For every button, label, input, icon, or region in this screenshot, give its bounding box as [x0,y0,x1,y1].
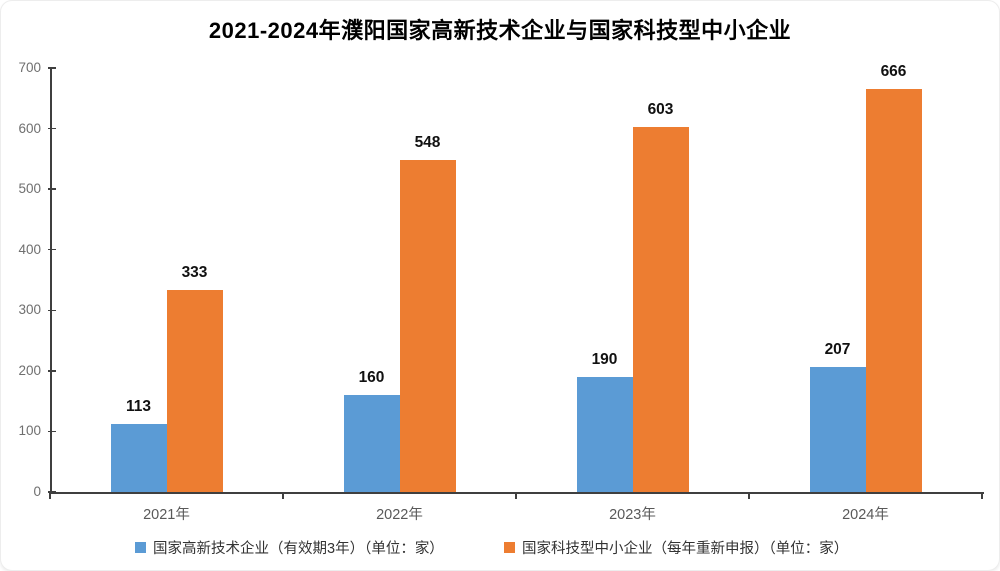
x-axis-label: 2022年 [376,507,423,523]
y-axis-tick [48,430,56,433]
y-axis-tick-label: 200 [18,362,41,378]
x-axis-tick [748,493,750,499]
y-axis-tick [48,248,56,251]
y-axis-tick [48,370,56,372]
bar [576,376,633,492]
x-axis-label: 2023年 [609,507,656,523]
x-axis-label: 2024年 [842,507,889,523]
y-axis-tick-label: 400 [18,241,41,257]
x-axis-tick [282,493,284,499]
y-axis-tick-label: 700 [18,60,41,75]
data-label: 190 [591,350,618,368]
bar [166,290,223,492]
x-axis-line [50,492,984,494]
y-axis-tick [48,67,56,69]
x-axis-tick [981,493,983,499]
bar [399,160,456,492]
chart-title: 2021-2024年濮阳国家高新技术企业与国家科技型中小企业 [208,18,792,43]
x-axis-tick [515,493,517,499]
y-axis-tick-label: 500 [18,181,41,197]
y-axis-tick [48,309,56,312]
data-label: 548 [414,134,441,152]
x-axis-label: 2021年 [143,507,190,523]
bar [343,395,400,492]
data-label: 603 [647,100,674,118]
y-axis-tick [48,491,56,493]
y-axis-tick-label: 100 [18,423,41,439]
y-axis-tick-label: 0 [33,484,41,499]
bar [865,88,922,492]
bar [632,126,689,492]
bar [809,366,866,492]
y-axis-tick-label: 600 [18,120,41,136]
y-axis-tick [48,127,56,130]
data-label: 666 [880,62,907,80]
y-axis-tick [48,188,56,190]
data-label: 207 [824,340,851,358]
y-axis-tick-label: 300 [18,302,41,318]
x-axis-tick [49,493,51,499]
bar [110,423,167,492]
data-label: 333 [181,264,208,282]
data-label: 113 [125,397,151,415]
data-label: 160 [358,369,385,387]
y-axis-line [50,68,52,492]
